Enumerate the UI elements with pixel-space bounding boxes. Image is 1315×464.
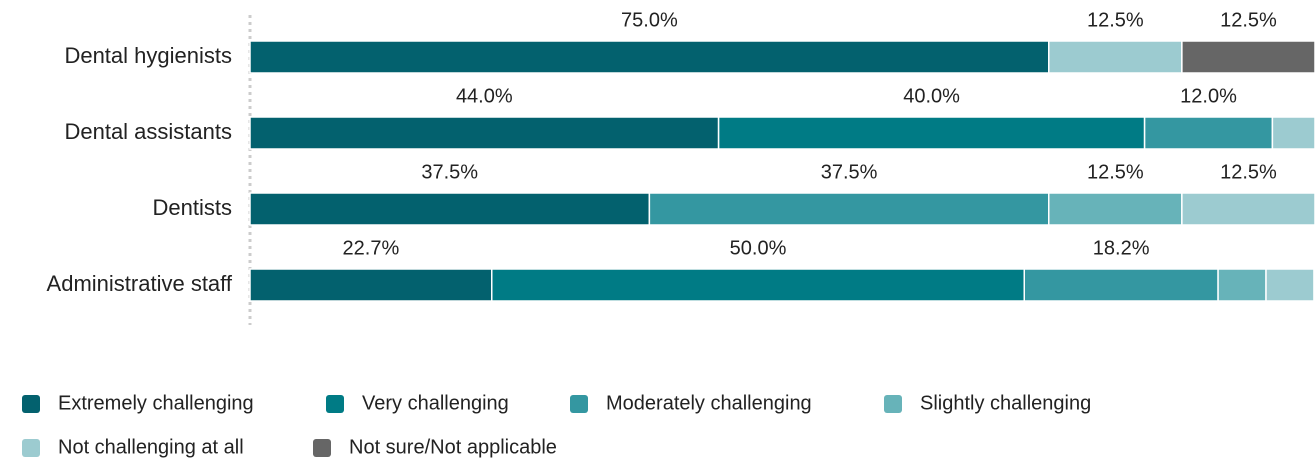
value-label: 18.2% (1093, 237, 1150, 259)
category-label: Administrative staff (47, 271, 233, 296)
value-label: 37.5% (821, 161, 878, 183)
bar-segment (717, 116, 1146, 150)
bar-segment (491, 268, 1026, 302)
value-label: 12.5% (1220, 161, 1277, 183)
bar-segment (1265, 268, 1315, 302)
legend-label: Extremely challenging (58, 392, 254, 414)
bar-segment (249, 192, 651, 226)
bar-segment (249, 116, 720, 150)
bar-segment (1143, 116, 1274, 150)
legend-label: Not sure/Not applicable (349, 436, 557, 458)
legend-label: Not challenging at all (58, 436, 244, 458)
category-label: Dentists (153, 195, 232, 220)
legend-swatch (313, 439, 331, 457)
value-label: 12.5% (1087, 161, 1144, 183)
value-label: 12.5% (1220, 9, 1277, 31)
legend-swatch (22, 395, 40, 413)
legend-swatch (326, 395, 344, 413)
value-label: 12.5% (1087, 9, 1144, 31)
legend-swatch (570, 395, 588, 413)
value-label: 44.0% (456, 85, 513, 107)
legend-label: Very challenging (362, 392, 509, 414)
bar-segment (249, 268, 493, 302)
category-label: Dental assistants (64, 119, 232, 144)
legend-swatch (22, 439, 40, 457)
value-label: 12.0% (1180, 85, 1237, 107)
value-label: 75.0% (621, 9, 678, 31)
bar-segment (1048, 192, 1183, 226)
bar-segment (648, 192, 1050, 226)
bar-segment (1181, 40, 1315, 74)
category-label: Dental hygienists (64, 43, 232, 68)
bar-segment (1271, 116, 1315, 150)
bar-segment (249, 40, 1050, 74)
bar-segment (1023, 268, 1219, 302)
legend-label: Moderately challenging (606, 392, 812, 414)
value-label: 40.0% (903, 85, 960, 107)
value-label: 37.5% (421, 161, 478, 183)
value-label: 22.7% (343, 237, 400, 259)
bar-segment (1217, 268, 1267, 302)
bar-segment (1048, 40, 1183, 74)
legend-swatch (884, 395, 902, 413)
value-label: 50.0% (730, 237, 787, 259)
bar-segment (1181, 192, 1315, 226)
legend-label: Slightly challenging (920, 392, 1091, 414)
